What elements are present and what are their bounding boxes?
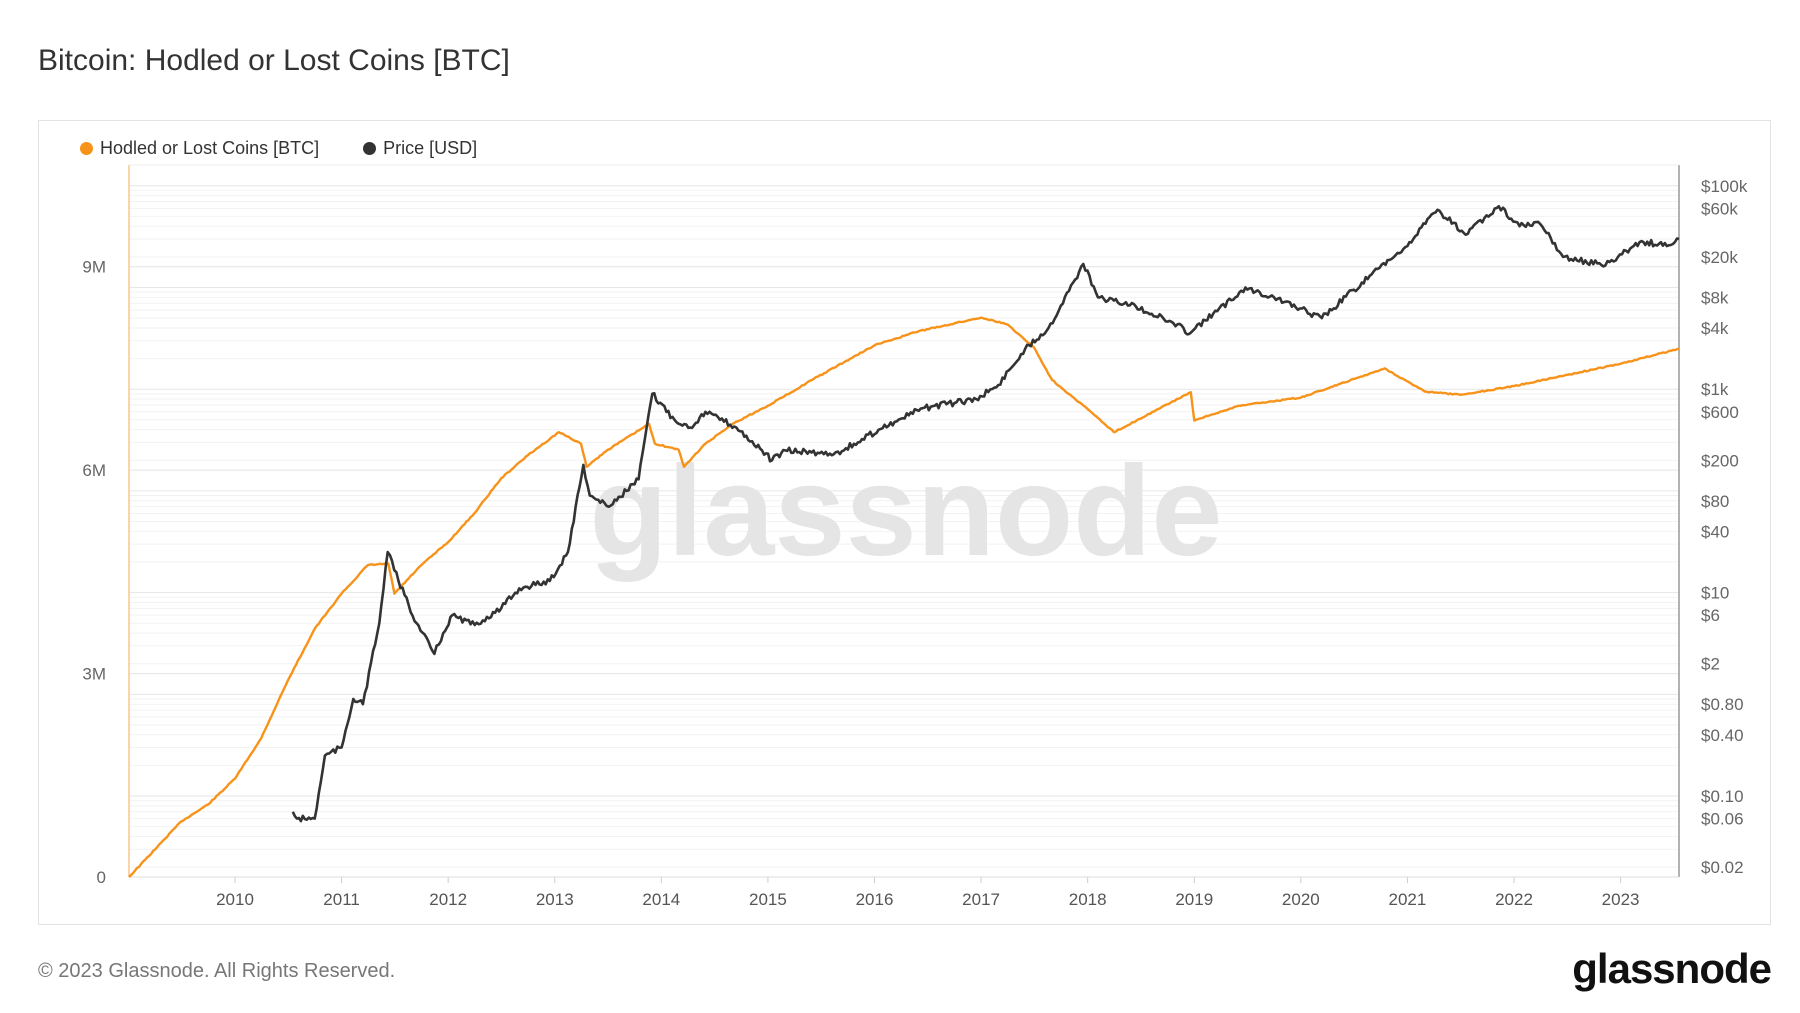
legend-item-hodled[interactable]: Hodled or Lost Coins [BTC] — [80, 138, 319, 159]
y-right-tick-label: $0.80 — [1701, 695, 1744, 714]
x-tick-label: 2017 — [962, 890, 1000, 909]
x-tick-label: 2010 — [216, 890, 254, 909]
x-tick-label: 2011 — [323, 890, 360, 909]
y-right-tick-label: $0.40 — [1701, 726, 1744, 745]
y-right-tick-label: $0.06 — [1701, 810, 1744, 829]
y-left-tick-label: 9M — [82, 258, 106, 277]
x-tick-label: 2012 — [429, 890, 467, 909]
y-right-tick-label: $40 — [1701, 522, 1729, 541]
copyright: © 2023 Glassnode. All Rights Reserved. — [38, 960, 396, 982]
legend: Hodled or Lost Coins [BTC] Price [USD] — [80, 138, 477, 159]
x-tick-label: 2021 — [1389, 890, 1427, 909]
y-left-tick-label: 0 — [97, 868, 106, 887]
chart-frame — [38, 120, 1771, 925]
watermark: glassnode — [589, 440, 1222, 583]
x-tick-label: 2022 — [1495, 890, 1533, 909]
glassnode-logo[interactable]: glassnode — [1572, 945, 1772, 992]
legend-dot-black-icon — [363, 142, 377, 155]
legend-dot-orange-icon — [80, 142, 93, 155]
y-right-tick-label: $600 — [1701, 403, 1739, 422]
y-right-tick-label: $20k — [1701, 248, 1738, 267]
y-right-tick-label: $6 — [1701, 606, 1720, 625]
x-tick-label: 2016 — [856, 890, 894, 909]
x-tick-label: 2013 — [536, 890, 574, 909]
y-right-tick-label: $200 — [1701, 451, 1739, 470]
y-right-tick-label: $1k — [1701, 380, 1729, 399]
y-right-tick-label: $0.10 — [1701, 787, 1744, 806]
price-usd-line — [291, 204, 1680, 823]
y-left-tick-label: 6M — [82, 461, 106, 480]
x-tick-label: 2015 — [749, 890, 787, 909]
y-left-tick-label: 3M — [82, 665, 106, 684]
y-right-tick-label: $100k — [1701, 177, 1748, 196]
legend-item-price[interactable]: Price [USD] — [363, 138, 477, 159]
y-right-tick-label: $8k — [1701, 288, 1729, 307]
y-right-tick-label: $2 — [1701, 655, 1720, 674]
y-right-tick-label: $60k — [1701, 199, 1738, 218]
y-right-tick-label: $10 — [1701, 584, 1729, 603]
y-right-tick-label: $4k — [1701, 319, 1729, 338]
x-tick-label: 2020 — [1282, 890, 1320, 909]
x-tick-label: 2019 — [1175, 890, 1213, 909]
x-tick-label: 2014 — [642, 890, 680, 909]
legend-label: Hodled or Lost Coins [BTC] — [100, 138, 320, 158]
legend-label: Price [USD] — [383, 138, 478, 158]
chart-title: Bitcoin: Hodled or Lost Coins [BTC] — [38, 44, 510, 77]
x-tick-label: 2018 — [1069, 890, 1107, 909]
y-right-tick-label: $80 — [1701, 492, 1729, 511]
x-tick-label: 2023 — [1602, 890, 1640, 909]
y-right-tick-label: $0.02 — [1701, 858, 1744, 877]
hodled-coins-line — [128, 316, 1680, 878]
